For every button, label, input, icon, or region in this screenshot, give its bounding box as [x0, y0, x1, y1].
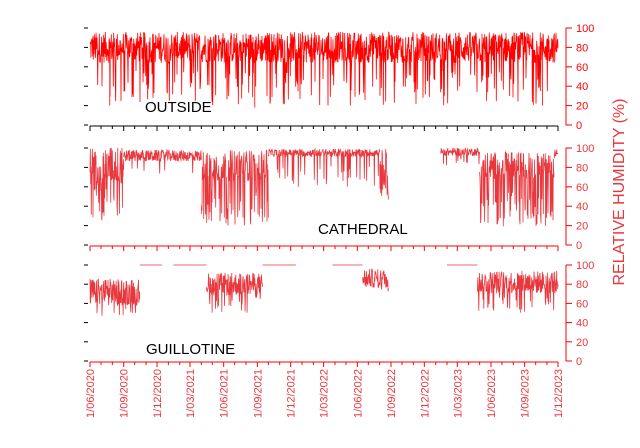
y-tick-label: 100 — [576, 260, 594, 272]
series-line — [379, 148, 389, 200]
panel-label: CATHEDRAL — [318, 221, 408, 238]
y-axis-label: RELATIVE HUMIDITY (%) — [611, 99, 628, 286]
x-tick-label: 1/06/2021 — [219, 369, 231, 418]
series-line — [89, 31, 559, 106]
y-tick-label: 0 — [576, 356, 582, 368]
series-line — [362, 268, 389, 292]
y-tick-label: 60 — [576, 298, 588, 310]
y-tick-label: 40 — [576, 318, 588, 330]
series-line — [89, 147, 125, 221]
y-tick-label: 40 — [576, 81, 588, 93]
y-tick-label: 40 — [576, 201, 588, 213]
plot-layer: 0 20 40 60 80 100 OUTSIDE 0 20 40 60 80 100 CATHEDRAL… — [84, 23, 594, 418]
series-line — [123, 148, 202, 174]
series-line — [200, 149, 269, 226]
series-line — [267, 147, 381, 187]
x-tick-label: 1/12/2020 — [152, 369, 164, 418]
x-tick-label: 1/03/2022 — [319, 369, 331, 418]
x-tick-label: 1/06/2023 — [486, 369, 498, 418]
y-tick-label: 0 — [576, 240, 582, 252]
x-tick-label: 1/12/2021 — [286, 369, 298, 418]
y-tick-label: 80 — [576, 162, 588, 174]
series-line — [440, 147, 480, 166]
series-line — [477, 270, 559, 313]
x-tick-label: 1/09/2022 — [386, 369, 398, 418]
y-tick-label: 0 — [576, 120, 582, 132]
series-line — [89, 278, 141, 316]
x-tick-label: 1/06/2020 — [85, 369, 97, 418]
x-tick-label: 1/09/2021 — [252, 369, 264, 418]
series-line — [206, 272, 263, 313]
y-tick-label: 80 — [576, 42, 588, 54]
series-line — [553, 149, 559, 159]
y-tick-label: 60 — [576, 62, 588, 74]
x-tick-label: 1/09/2023 — [520, 369, 532, 418]
panel-label: OUTSIDE — [145, 99, 212, 116]
series-line — [479, 150, 555, 227]
y-tick-label: 20 — [576, 221, 588, 233]
y-tick-label: 80 — [576, 279, 588, 291]
y-tick-label: 60 — [576, 182, 588, 194]
x-tick-label: 1/12/2022 — [419, 369, 431, 418]
x-tick-label: 1/03/2021 — [185, 369, 197, 418]
x-tick-label: 1/06/2022 — [352, 369, 364, 418]
x-tick-label: 1/12/2023 — [553, 369, 565, 418]
y-tick-label: 100 — [576, 23, 594, 35]
y-tick-label: 100 — [576, 143, 594, 155]
x-tick-label: 1/09/2020 — [119, 369, 131, 418]
panel-label: GUILLOTINE — [146, 341, 235, 358]
x-tick-label: 1/03/2023 — [452, 369, 464, 418]
y-tick-label: 20 — [576, 101, 588, 113]
y-tick-label: 20 — [576, 337, 588, 349]
